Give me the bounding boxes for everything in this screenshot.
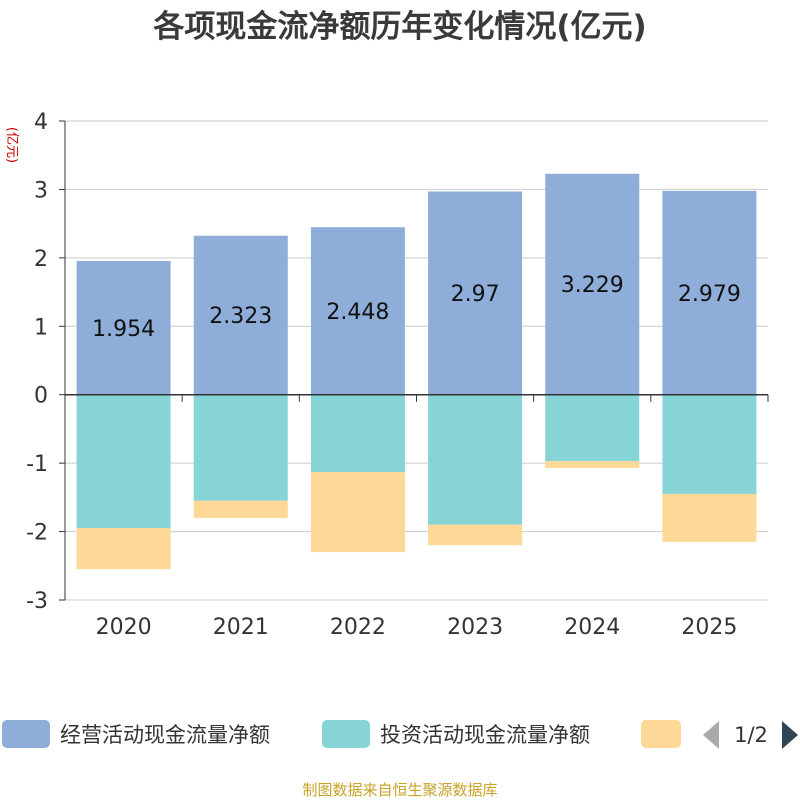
y-tick-label: 3 [34, 178, 48, 203]
bar-value-label: 2.97 [451, 282, 500, 307]
bar-2025-series-0[interactable] [662, 190, 757, 395]
x-tick-label: 2025 [681, 615, 737, 640]
y-tick-label: 4 [34, 110, 48, 135]
legend-label-investing[interactable]: 投资活动现金流量净额 [380, 723, 590, 747]
y-tick-label: 0 [34, 384, 48, 409]
bar-2023-series-2[interactable] [428, 524, 523, 546]
bar-2021-series-1[interactable] [193, 394, 288, 501]
bar-2023-series-0[interactable] [428, 191, 523, 395]
bars [76, 173, 757, 570]
bar-2022-series-0[interactable] [310, 227, 405, 395]
x-tick-label: 2022 [330, 615, 386, 640]
bar-value-label: 2.979 [678, 282, 741, 307]
y-tick-label: -1 [26, 452, 48, 477]
bar-2024-series-0[interactable] [545, 173, 640, 395]
x-tick-label: 2024 [564, 615, 620, 640]
bar-value-labels: 1.954 2.323 2.448 2.97 3.229 2.979 [92, 273, 741, 342]
bar-2020-series-1[interactable] [76, 394, 171, 529]
x-tick-label: 2023 [447, 615, 503, 640]
legend-label-operating[interactable]: 经营活动现金流量净额 [60, 723, 270, 747]
bar-2021-series-2[interactable] [193, 500, 288, 518]
bar-value-label: 2.323 [209, 304, 272, 329]
bar-2024-series-2[interactable] [545, 461, 640, 468]
chart-title: 各项现金流净额历年变化情况(亿元) [152, 9, 646, 45]
bar-2024-series-1[interactable] [545, 394, 640, 462]
bar-value-label: 1.954 [92, 317, 155, 342]
source-note: 制图数据来自恒生聚源数据库 [302, 781, 497, 799]
bar-2025-series-1[interactable] [662, 394, 757, 494]
legend: 经营活动现金流量净额 投资活动现金流量净额 1/2 [2, 720, 798, 749]
grid-lines [65, 120, 768, 601]
bar-2021-series-0[interactable] [193, 235, 288, 395]
legend-swatch-operating[interactable] [2, 720, 50, 748]
bar-value-label: 3.229 [561, 273, 624, 298]
bar-value-label: 2.448 [326, 300, 389, 325]
legend-swatch-financing[interactable] [641, 720, 681, 748]
y-tick-label: 1 [34, 315, 48, 340]
x-tick-label: 2020 [96, 615, 152, 640]
bar-2020-series-0[interactable] [76, 261, 171, 395]
legend-swatch-investing[interactable] [322, 720, 370, 748]
x-tick-label: 2021 [213, 615, 269, 640]
axes: 4 3 2 1 0 -1 -2 -3 2020 2021 2022 2023 2024 2025 [26, 110, 769, 640]
bar-2022-series-2[interactable] [310, 472, 405, 553]
bar-2025-series-2[interactable] [662, 493, 757, 542]
y-axis-unit-label: (亿元) [4, 127, 19, 163]
y-tick-label: 2 [34, 247, 48, 272]
legend-page-indicator: 1/2 [734, 723, 768, 747]
bar-2022-series-1[interactable] [310, 394, 405, 473]
legend-next-page-arrow-icon[interactable] [782, 721, 798, 749]
y-tick-label: -2 [26, 521, 48, 546]
legend-prev-page-arrow-icon[interactable] [703, 721, 719, 749]
y-tick-label: -3 [26, 589, 48, 614]
bar-2020-series-2[interactable] [76, 528, 171, 570]
bar-2023-series-1[interactable] [428, 394, 523, 525]
